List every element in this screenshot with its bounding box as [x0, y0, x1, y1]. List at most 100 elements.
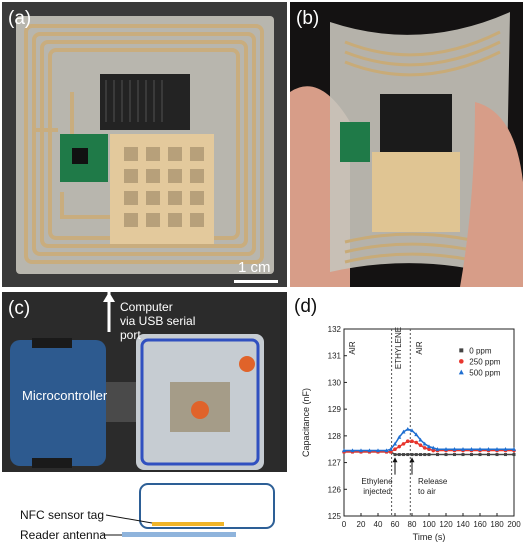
data-point-triangle: [486, 447, 491, 451]
data-point-triangle: [444, 447, 448, 451]
data-point-triangle: [461, 447, 465, 451]
x-tick-label: 80: [408, 520, 417, 529]
scale-bar: [234, 280, 278, 283]
microcontroller-case: [10, 340, 106, 466]
schematic-tag: [152, 522, 224, 526]
y-tick-label: 130: [328, 378, 342, 387]
data-point-square: [504, 453, 507, 457]
y-tick-label: 131: [328, 352, 342, 361]
cable-bundle: [106, 382, 136, 422]
x-tick-label: 40: [374, 520, 383, 529]
scale-bar-label: 1 cm: [238, 259, 271, 276]
ethylene-outlet-cap: [191, 401, 209, 419]
data-point-square: [436, 453, 439, 457]
x-tick-label: 0: [342, 520, 347, 529]
data-point-circle: [427, 447, 431, 452]
data-point-triangle: [342, 448, 346, 453]
data-point-square: [478, 453, 482, 457]
data-point-square: [453, 453, 456, 457]
data-point-square: [402, 453, 405, 457]
data-point-square: [470, 453, 473, 457]
data-point-square: [393, 453, 397, 457]
data-point-square: [397, 453, 401, 457]
legend-label: 250 ppm: [469, 357, 500, 366]
data-point-square: [419, 453, 422, 457]
data-point-square: [423, 453, 427, 457]
data-point-triangle: [431, 445, 436, 450]
schematic-antenna: [122, 532, 236, 537]
data-point-circle: [431, 448, 436, 453]
data-point-square: [414, 453, 418, 457]
data-point-triangle: [495, 447, 499, 451]
data-point-triangle: [350, 448, 355, 453]
data-point-circle: [422, 446, 427, 450]
data-point-circle: [388, 450, 393, 454]
region-label: ETHYLENE: [394, 327, 403, 369]
data-point-triangle: [410, 428, 414, 433]
nfc-sensor-tag-label: NFC sensor tag: [20, 508, 105, 522]
finger: [460, 102, 523, 287]
region-label: AIR: [348, 341, 357, 355]
data-point-circle: [393, 447, 397, 452]
y-tick-label: 132: [328, 325, 342, 334]
data-point-triangle: [469, 447, 474, 451]
data-point-triangle: [512, 447, 516, 451]
x-tick-label: 180: [490, 520, 504, 529]
panel-c-photo: (c) Computer via USB serial port Microco…: [2, 292, 287, 548]
data-point-square: [495, 453, 499, 457]
data-point-triangle: [359, 448, 363, 453]
annotation-label-line2: to air: [418, 487, 436, 496]
annotation-label-line1: Ethylene: [361, 477, 393, 486]
y-tick-label: 128: [328, 432, 342, 441]
data-point-triangle: [393, 441, 397, 446]
electrode-squares: [124, 147, 204, 227]
panel-label-d: (d): [294, 296, 318, 317]
ethylene-inlet-cap: [239, 356, 255, 372]
schematic-box-outline: [139, 483, 275, 529]
panel-d-chart: (d) 0 20 40 60 80 100 120 140 160 180 200 125 126 127…: [290, 292, 523, 548]
x-tick-label: 20: [357, 520, 366, 529]
data-point-circle: [401, 442, 406, 446]
computer-label-line2: via USB serial: [120, 314, 196, 328]
sensor-tag-photo: [2, 2, 287, 287]
data-point-triangle: [435, 447, 440, 451]
data-point-triangle: [422, 441, 427, 446]
capacitance-chart: 0 20 40 60 80 100 120 140 160 180 200 125 126 127 128 1…: [301, 325, 521, 542]
annotation-label-line1: Release: [418, 477, 448, 486]
data-point-square: [461, 453, 465, 457]
annotation-arrowhead: [409, 457, 415, 463]
data-point-triangle: [388, 447, 393, 451]
x-tick-label: 140: [456, 520, 470, 529]
data-point-circle: [418, 443, 423, 448]
panel-b-photo: (b): [290, 2, 523, 287]
data-point-triangle: [405, 426, 410, 431]
region-label: AIR: [415, 341, 424, 355]
computer-label: Computer via USB serial port: [120, 300, 195, 342]
data-point-triangle: [418, 437, 423, 442]
data-point-square: [410, 453, 414, 457]
annotation-arrowhead: [392, 457, 398, 463]
legend-label: 500 ppm: [469, 368, 500, 377]
heater-pad: [380, 94, 452, 156]
data-point-square: [512, 453, 516, 457]
x-axis-label: Time (s): [413, 532, 446, 542]
data-point-square: [487, 453, 490, 457]
y-tick-label: 129: [328, 405, 342, 414]
data-point-circle: [405, 439, 410, 443]
y-tick-label: 125: [328, 512, 342, 521]
nfc-chip-board: [340, 122, 370, 162]
legend-marker: [459, 359, 464, 364]
data-point-square: [427, 453, 431, 457]
panel-a-photo: (a) 1 cm: [2, 2, 287, 287]
x-tick-label: 160: [473, 520, 487, 529]
data-point-circle: [414, 440, 419, 445]
data-point-triangle: [367, 448, 372, 453]
data-point-circle: [397, 444, 402, 449]
data-point-triangle: [478, 447, 482, 451]
data-point-triangle: [503, 447, 508, 451]
data-point-triangle: [427, 444, 431, 449]
x-tick-label: 200: [507, 520, 521, 529]
annotation-label-line2: injected: [363, 487, 391, 496]
computer-label-line3: port: [120, 328, 141, 342]
data-point-triangle: [452, 447, 457, 451]
